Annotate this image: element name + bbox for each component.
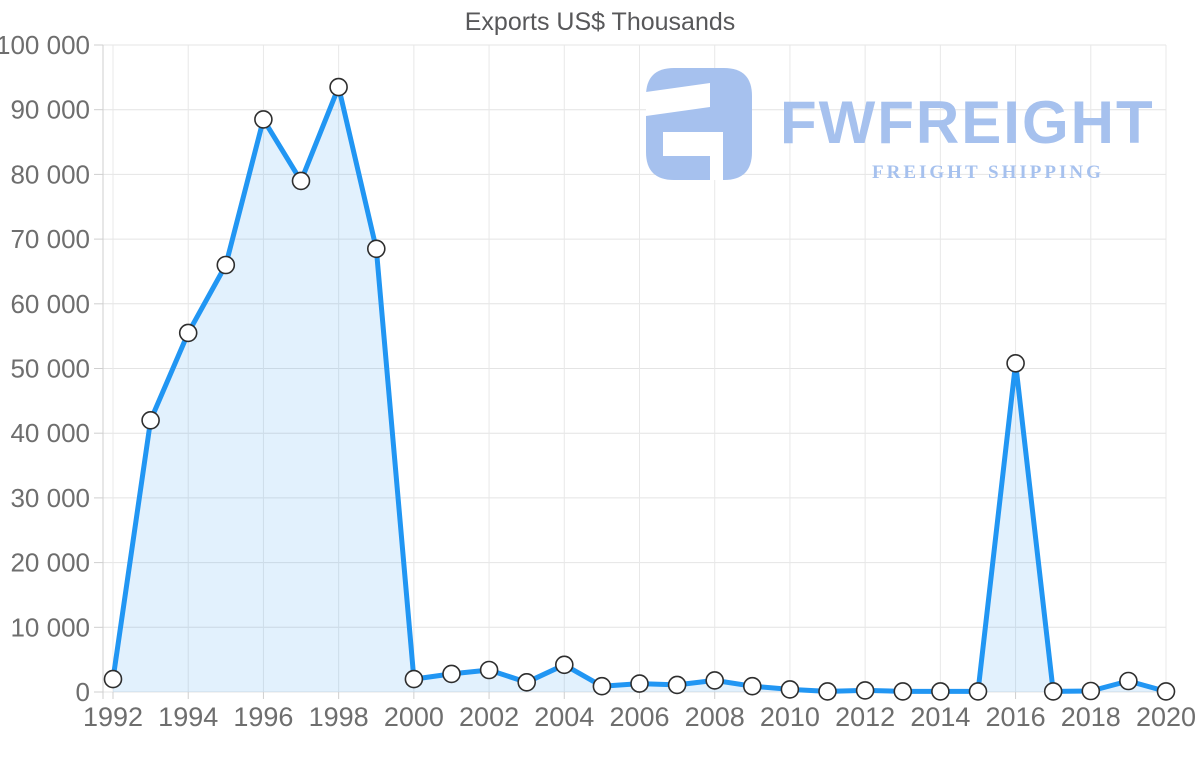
- y-tick-label: 20 000: [10, 548, 90, 578]
- data-point-2010: [780, 680, 800, 699]
- y-tick-label: 80 000: [10, 159, 90, 189]
- data-point-2009: [742, 676, 762, 696]
- fwfreight-logo-icon: [646, 68, 752, 180]
- y-tick-label: 90 000: [10, 95, 90, 125]
- data-point-2017: [1043, 682, 1063, 701]
- x-tick-label: 2000: [384, 702, 444, 732]
- y-tick-label: 10 000: [10, 612, 90, 642]
- data-point-1992: [103, 669, 123, 689]
- data-point-2019: [1119, 671, 1138, 691]
- x-tick-label: 2020: [1136, 702, 1196, 732]
- fwfreight-watermark: FWFREIGHT FREIGHT SHIPPING: [646, 68, 1155, 184]
- data-point-2004: [554, 655, 574, 675]
- data-point-1993: [141, 410, 160, 430]
- data-point-2013: [893, 682, 913, 701]
- y-tick-label: 0: [76, 677, 90, 707]
- chart-title: Exports US$ Thousands: [464, 8, 736, 36]
- fwfreight-logo-text: FWFREIGHT FREIGHT SHIPPING: [780, 68, 1155, 184]
- y-tick-label: 100 000: [0, 30, 90, 60]
- data-point-2012: [855, 681, 875, 700]
- y-tick-label: 30 000: [10, 483, 90, 513]
- x-tick-label: 1992: [83, 702, 143, 732]
- y-axis-labels: 0 10 000 20 000 30 000 40 000 50 000 60 000 70 …: [0, 30, 90, 707]
- x-tick-label: 1996: [233, 702, 293, 732]
- data-point-2018: [1081, 681, 1101, 701]
- data-point-2008: [705, 671, 725, 690]
- data-point-1998: [329, 77, 348, 97]
- data-point-1994: [178, 323, 198, 343]
- data-point-2015: [968, 682, 988, 701]
- data-point-2007: [667, 675, 687, 695]
- y-tick-label: 40 000: [10, 418, 90, 448]
- data-point-2001: [442, 664, 461, 684]
- x-tick-label: 2014: [910, 702, 970, 732]
- data-point-2005: [592, 676, 612, 696]
- data-point-2000: [404, 669, 424, 689]
- x-tick-label: 2010: [760, 702, 820, 732]
- x-tick-label: 2002: [459, 702, 519, 732]
- data-point-2016: [1006, 353, 1025, 373]
- x-tick-label: 2004: [534, 702, 594, 732]
- data-point-1999: [366, 239, 386, 259]
- data-point-2014: [931, 682, 950, 701]
- x-axis-labels: 1992 1994 1996 1998 2000 2002 2004 2006 2008 2010…: [83, 702, 1196, 732]
- data-point-2003: [517, 672, 537, 692]
- x-tick-label: 2018: [1061, 702, 1121, 732]
- x-tick-label: 2012: [835, 702, 895, 732]
- x-tick-label: 1994: [158, 702, 218, 732]
- y-tick-label: 60 000: [10, 289, 90, 319]
- data-point-2006: [630, 674, 649, 693]
- data-point-1996: [254, 110, 273, 129]
- data-point-2020: [1156, 682, 1176, 701]
- data-point-2002: [479, 660, 499, 680]
- data-point-1995: [216, 255, 236, 275]
- area-fill: [113, 87, 1166, 693]
- x-tick-label: 1998: [309, 702, 369, 732]
- y-axis-line: [94, 44, 104, 699]
- x-tick-label: 2008: [685, 702, 745, 732]
- data-point-1997: [291, 171, 311, 191]
- x-tick-label: 2016: [986, 702, 1046, 732]
- y-tick-label: 70 000: [10, 224, 90, 254]
- x-tick-label: 2006: [609, 702, 669, 732]
- brand-name: FWFREIGHT: [780, 89, 1155, 156]
- horizontal-gridlines: [103, 44, 1166, 693]
- data-point-2011: [818, 682, 837, 701]
- data-points: [103, 77, 1176, 701]
- y-tick-label: 50 000: [10, 354, 90, 384]
- brand-tagline: FREIGHT SHIPPING: [872, 162, 1104, 183]
